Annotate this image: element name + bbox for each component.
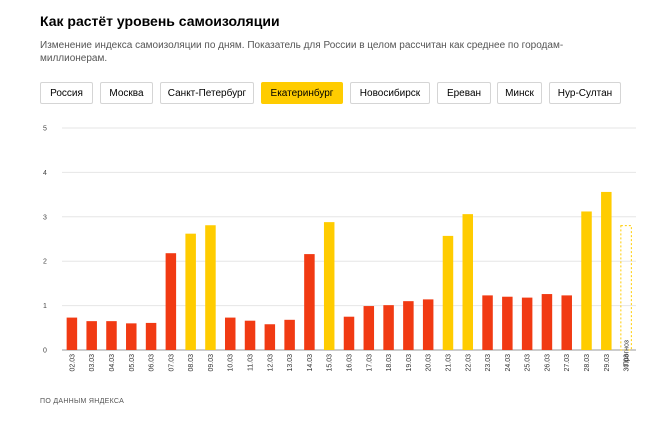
x-tick-label: 09.03 <box>208 354 215 372</box>
x-tick-label: 24.03 <box>505 354 512 372</box>
x-tick-label: 05.03 <box>129 354 136 372</box>
bar <box>185 233 196 350</box>
bar <box>442 235 454 350</box>
tab-nur-sultan[interactable]: Нур-Султан <box>549 82 621 104</box>
bar <box>581 211 592 350</box>
bar <box>482 295 493 350</box>
x-tick-label: 12.03 <box>267 354 274 372</box>
x-tick-label: 26.03 <box>544 354 551 372</box>
bar <box>86 321 97 350</box>
bar-chart: 0 1 2 3 4 5 02.03 03.03 04.03 05.03 06.03 07.03 08.0… <box>43 126 636 372</box>
y-tick-label: 0 <box>43 348 47 355</box>
bar <box>343 316 355 350</box>
x-tick-label: 21.03 <box>445 354 452 372</box>
x-tick-label: 18.03 <box>386 354 393 372</box>
x-tick-label: 28.03 <box>584 354 591 372</box>
bar <box>521 297 533 350</box>
tab-moscow[interactable]: Москва <box>100 82 153 104</box>
x-tick-label: 14.03 <box>307 354 314 372</box>
chart-subtitle: Изменение индекса самоизоляции по дням. … <box>40 40 564 64</box>
x-tick-label: 25.03 <box>525 354 532 372</box>
bar <box>403 301 414 350</box>
tab-russia[interactable]: Россия <box>40 82 93 104</box>
bar <box>462 214 474 350</box>
x-tick-label: 11.03 <box>248 354 255 371</box>
x-tick-label: 10.03 <box>228 354 235 372</box>
bar <box>224 317 236 350</box>
x-tick-label: 03.03 <box>89 354 96 372</box>
bar <box>205 225 216 350</box>
x-tick-label: 08.03 <box>188 354 195 372</box>
bar <box>126 323 137 350</box>
x-tick-label: 30.03 <box>624 354 631 372</box>
x-tick-label: 16.03 <box>347 354 354 372</box>
bar <box>541 294 553 350</box>
bar <box>561 295 572 350</box>
bar <box>106 321 117 350</box>
forecast-label: Прогноз <box>624 340 631 366</box>
x-tick-label: 20.03 <box>426 354 433 372</box>
bar <box>284 319 295 350</box>
bar <box>422 299 434 350</box>
x-tick-label: 19.03 <box>406 354 413 372</box>
bar <box>383 305 394 350</box>
y-tick-label: 2 <box>43 259 47 266</box>
tab-minsk[interactable]: Минск <box>497 82 542 104</box>
bar <box>264 324 276 350</box>
tab-yerevan[interactable]: Ереван <box>437 82 491 104</box>
x-tick-label: 17.03 <box>366 354 373 372</box>
bar <box>601 191 612 350</box>
bar <box>145 322 157 350</box>
x-tick-label: 23.03 <box>485 354 492 372</box>
y-tick-label: 5 <box>43 126 47 133</box>
x-tick-label: 29.03 <box>604 354 611 372</box>
x-tick-label: 04.03 <box>109 354 116 372</box>
bar <box>304 254 315 350</box>
x-tick-label: 06.03 <box>149 354 156 372</box>
bar <box>502 296 513 350</box>
bar <box>244 320 256 350</box>
bar <box>323 222 335 350</box>
x-tick-label: 22.03 <box>465 354 472 372</box>
bar <box>165 253 177 350</box>
chart-title: Как растёт уровень самоизоляции <box>40 13 280 29</box>
tab-yekaterinburg[interactable]: Екатеринбург <box>261 82 343 104</box>
x-tick-label: 07.03 <box>168 354 175 372</box>
y-tick-label: 4 <box>43 170 47 177</box>
x-tick-label: 13.03 <box>287 354 294 372</box>
tab-saint-petersburg[interactable]: Санкт-Петербург <box>160 82 254 104</box>
bar-forecast <box>620 225 632 351</box>
tab-novosibirsk[interactable]: Новосибирск <box>350 82 430 104</box>
bar <box>66 317 78 350</box>
y-tick-label: 1 <box>43 303 47 310</box>
x-tick-label: 27.03 <box>564 354 571 372</box>
source-note: ПО ДАННЫМ ЯНДЕКСА <box>40 398 125 405</box>
bar <box>363 306 375 350</box>
x-tick-label: 02.03 <box>69 354 76 372</box>
x-tick-label: 15.03 <box>327 354 334 372</box>
y-tick-label: 3 <box>43 214 47 221</box>
